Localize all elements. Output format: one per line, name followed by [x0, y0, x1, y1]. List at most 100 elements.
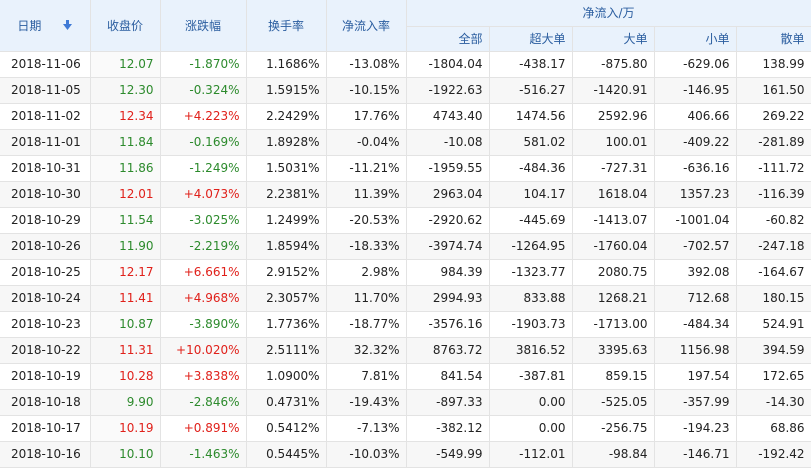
column-header-change-label: 涨跌幅: [184, 18, 221, 33]
cell-retail: 161.50: [736, 77, 811, 104]
column-header-all-label: 全部: [458, 32, 483, 46]
cell-small: -409.22: [654, 129, 737, 156]
table-row[interactable]: 2018-10-18 9.90 -2.846% 0.4731% -19.43% -897.…: [0, 389, 811, 416]
cell-super-large: -112.01: [489, 441, 573, 468]
column-header-super-large[interactable]: 超大单: [489, 26, 573, 52]
table-row[interactable]: 2018-10-19 10.28 +3.838% 1.0900% 7.81% 841.54…: [0, 363, 811, 390]
cell-all: -1922.63: [406, 77, 490, 104]
column-header-change[interactable]: 涨跌幅: [160, 0, 247, 52]
cell-date: 2018-10-31: [0, 155, 91, 182]
cell-retail: -60.82: [736, 207, 811, 234]
cell-large: 859.15: [572, 363, 655, 390]
cell-small: -357.99: [654, 389, 737, 416]
cell-super-large: 3816.52: [489, 337, 573, 364]
cell-large: -1413.07: [572, 207, 655, 234]
column-header-retail[interactable]: 散单: [736, 26, 811, 52]
cell-all: -897.33: [406, 389, 490, 416]
cell-turnover: 0.5412%: [246, 415, 327, 442]
cell-net-rate: -7.13%: [326, 415, 407, 442]
cell-super-large: 104.17: [489, 181, 573, 208]
cell-change: +0.891%: [160, 415, 247, 442]
cell-all: 841.54: [406, 363, 490, 390]
cell-all: -3974.74: [406, 233, 490, 260]
column-header-close[interactable]: 收盘价: [90, 0, 161, 52]
cell-change: -2.846%: [160, 389, 247, 416]
cell-all: -549.99: [406, 441, 490, 468]
cell-retail: -164.67: [736, 259, 811, 286]
cell-large: 1268.21: [572, 285, 655, 312]
table-row[interactable]: 2018-10-30 12.01 +4.073% 2.2381% 11.39% 2963.…: [0, 181, 811, 208]
cell-turnover: 2.2381%: [246, 181, 327, 208]
cell-close: 12.07: [90, 51, 161, 78]
cell-net-rate: 7.81%: [326, 363, 407, 390]
cell-super-large: 833.88: [489, 285, 573, 312]
cell-all: -382.12: [406, 415, 490, 442]
cell-net-rate: 2.98%: [326, 259, 407, 286]
cell-change: +4.968%: [160, 285, 247, 312]
cell-date: 2018-10-24: [0, 285, 91, 312]
table-row[interactable]: 2018-11-01 11.84 -0.169% 1.8928% -0.04% -10.0…: [0, 129, 811, 156]
table-row[interactable]: 2018-10-22 11.31 +10.020% 2.5111% 32.32% 8763…: [0, 337, 811, 364]
table-row[interactable]: 2018-11-05 12.30 -0.324% 1.5915% -10.15% -192…: [0, 77, 811, 104]
table-row[interactable]: 2018-10-31 11.86 -1.249% 1.5031% -11.21% -195…: [0, 155, 811, 182]
cell-all: -2920.62: [406, 207, 490, 234]
cell-close: 11.84: [90, 129, 161, 156]
cell-small: -194.23: [654, 415, 737, 442]
table-row[interactable]: 2018-10-29 11.54 -3.025% 1.2499% -20.53% -292…: [0, 207, 811, 234]
cell-super-large: -1264.95: [489, 233, 573, 260]
table-row[interactable]: 2018-10-25 12.17 +6.661% 2.9152% 2.98% 984.39…: [0, 259, 811, 286]
cell-large: -98.84: [572, 441, 655, 468]
cell-retail: -111.72: [736, 155, 811, 182]
cell-large: 100.01: [572, 129, 655, 156]
cell-retail: -247.18: [736, 233, 811, 260]
cell-turnover: 2.5111%: [246, 337, 327, 364]
cell-turnover: 0.4731%: [246, 389, 327, 416]
column-header-turnover-label: 换手率: [267, 18, 304, 33]
table-row[interactable]: 2018-10-24 11.41 +4.968% 2.3057% 11.70% 2994.…: [0, 285, 811, 312]
column-header-net-rate[interactable]: 净流入率: [326, 0, 407, 52]
cell-net-rate: -20.53%: [326, 207, 407, 234]
cell-change: -2.219%: [160, 233, 247, 260]
sort-down-arrow-icon[interactable]: [63, 19, 73, 33]
cell-large: 2592.96: [572, 103, 655, 130]
table-row[interactable]: 2018-11-02 12.34 +4.223% 2.2429% 17.76% 4743.…: [0, 103, 811, 130]
table-row[interactable]: 2018-10-26 11.90 -2.219% 1.8594% -18.33% -397…: [0, 233, 811, 260]
column-header-small[interactable]: 小单: [654, 26, 737, 52]
table-row[interactable]: 2018-11-06 12.07 -1.870% 1.1686% -13.08% -180…: [0, 51, 811, 78]
cell-net-rate: -0.04%: [326, 129, 407, 156]
cell-turnover: 2.9152%: [246, 259, 327, 286]
cell-date: 2018-10-26: [0, 233, 91, 260]
cell-date: 2018-11-02: [0, 103, 91, 130]
cell-large: -1420.91: [572, 77, 655, 104]
cell-large: -727.31: [572, 155, 655, 182]
table-row[interactable]: 2018-10-16 10.10 -1.463% 0.5445% -10.03% -549…: [0, 441, 811, 468]
cell-turnover: 2.2429%: [246, 103, 327, 130]
column-header-all[interactable]: 全部: [406, 26, 490, 52]
cell-small: 712.68: [654, 285, 737, 312]
cell-net-rate: -11.21%: [326, 155, 407, 182]
table-row[interactable]: 2018-10-17 10.19 +0.891% 0.5412% -7.13% -382.…: [0, 415, 811, 442]
cell-change: +10.020%: [160, 337, 247, 364]
column-header-small-label: 小单: [705, 32, 730, 46]
cell-all: -1959.55: [406, 155, 490, 182]
column-header-date[interactable]: 日期: [0, 0, 91, 52]
cell-date: 2018-10-16: [0, 441, 91, 468]
cell-small: 406.66: [654, 103, 737, 130]
cell-change: -3.025%: [160, 207, 247, 234]
cell-net-rate: -13.08%: [326, 51, 407, 78]
column-header-large[interactable]: 大单: [572, 26, 655, 52]
cell-small: -146.95: [654, 77, 737, 104]
cell-date: 2018-10-19: [0, 363, 91, 390]
cell-change: -1.249%: [160, 155, 247, 182]
cell-all: 8763.72: [406, 337, 490, 364]
column-header-turnover[interactable]: 换手率: [246, 0, 327, 52]
cell-close: 12.30: [90, 77, 161, 104]
table-row[interactable]: 2018-10-23 10.87 -3.890% 1.7736% -18.77% -357…: [0, 311, 811, 338]
cell-close: 9.90: [90, 389, 161, 416]
cell-retail: 394.59: [736, 337, 811, 364]
cell-super-large: -516.27: [489, 77, 573, 104]
cell-super-large: -445.69: [489, 207, 573, 234]
cell-turnover: 1.8928%: [246, 129, 327, 156]
cell-close: 10.28: [90, 363, 161, 390]
cell-net-rate: -18.33%: [326, 233, 407, 260]
